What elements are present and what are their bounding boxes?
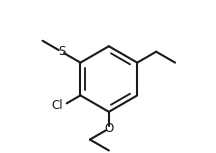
Text: Cl: Cl (51, 99, 63, 112)
Text: S: S (58, 45, 65, 58)
Text: O: O (104, 122, 113, 135)
